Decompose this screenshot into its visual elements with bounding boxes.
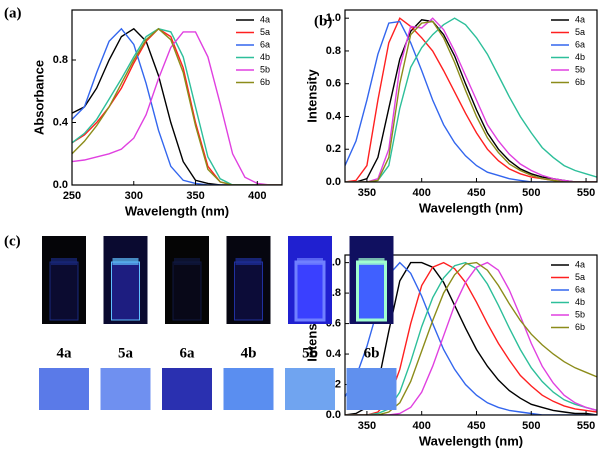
sample-label: 6a bbox=[180, 345, 196, 361]
sample-label: 4a bbox=[57, 345, 73, 361]
series-line bbox=[72, 28, 282, 185]
x-tick-label: 350 bbox=[358, 420, 376, 432]
y-tick-label: 0.2 bbox=[326, 143, 341, 155]
series-line bbox=[345, 20, 597, 182]
series-line bbox=[345, 17, 597, 182]
panel-label: (a) bbox=[4, 5, 22, 21]
vial-liquid bbox=[49, 261, 79, 321]
panel-label: (c) bbox=[4, 233, 21, 249]
x-tick-label: 350 bbox=[358, 187, 376, 199]
series-line bbox=[345, 261, 597, 415]
legend-label: 5a bbox=[260, 27, 270, 37]
series-line bbox=[72, 27, 282, 185]
legend-label: 5b bbox=[575, 64, 585, 74]
vial-meniscus bbox=[358, 258, 385, 265]
y-tick-label: 0.4 bbox=[326, 348, 342, 360]
series-line bbox=[345, 261, 597, 415]
series-line bbox=[72, 31, 282, 185]
y-axis-label: Absorbance bbox=[31, 60, 46, 135]
x-tick-label: 400 bbox=[413, 187, 431, 199]
sample-label: 5a bbox=[118, 345, 134, 361]
plot-frame bbox=[71, 9, 283, 186]
vial-liquid bbox=[234, 261, 263, 321]
vial-meniscus bbox=[235, 258, 262, 265]
legend-label: 6a bbox=[260, 39, 270, 49]
vial-meniscus bbox=[174, 258, 200, 265]
legend-label: 4b bbox=[575, 297, 585, 307]
legend-label: 6b bbox=[575, 322, 585, 332]
powder-photo bbox=[162, 368, 212, 410]
series-line bbox=[345, 17, 597, 182]
legend-label: 5a bbox=[575, 27, 585, 37]
series-line bbox=[345, 261, 597, 415]
panel-label: (b) bbox=[314, 13, 332, 29]
vial-liquid bbox=[294, 260, 326, 322]
x-tick-label: 250 bbox=[63, 190, 81, 202]
vial-liquid bbox=[111, 261, 140, 321]
powder-photo bbox=[39, 368, 89, 410]
legend-label: 5b bbox=[260, 64, 270, 74]
vial-liquid bbox=[356, 260, 387, 322]
series-line bbox=[345, 19, 597, 182]
x-tick-label: 450 bbox=[467, 420, 485, 432]
y-axis-label: Intensity bbox=[304, 69, 319, 123]
x-tick-label: 350 bbox=[186, 190, 204, 202]
vial-meniscus bbox=[51, 258, 77, 265]
series-line bbox=[345, 17, 597, 182]
x-axis-label: Wavelength (nm) bbox=[125, 203, 229, 218]
x-tick-label: 400 bbox=[248, 190, 266, 202]
x-tick-label: 550 bbox=[577, 420, 595, 432]
x-tick-label: 550 bbox=[577, 187, 595, 199]
powder-photo bbox=[223, 368, 274, 410]
sample-label: 6b bbox=[364, 345, 380, 361]
legend-label: 5b bbox=[575, 309, 585, 319]
powder-photo bbox=[285, 368, 335, 410]
vial-meniscus bbox=[112, 258, 139, 265]
y-tick-label: 0.4 bbox=[326, 110, 342, 122]
series-line bbox=[72, 27, 282, 185]
series-line bbox=[345, 20, 597, 182]
x-tick-label: 400 bbox=[413, 420, 431, 432]
powder-photo bbox=[346, 368, 397, 410]
legend-label: 4a bbox=[575, 259, 585, 269]
x-tick-label: 500 bbox=[522, 187, 540, 199]
x-axis-label: Wavelength (nm) bbox=[419, 433, 523, 448]
y-tick-label: 0.6 bbox=[326, 78, 341, 90]
y-tick-label: 1.0 bbox=[326, 12, 341, 24]
y-tick-label: 0.0 bbox=[53, 179, 68, 191]
legend-label: 6a bbox=[575, 39, 585, 49]
plot-frame bbox=[344, 254, 598, 416]
legend-label: 6b bbox=[575, 77, 585, 87]
y-tick-label: 0.4 bbox=[53, 116, 69, 128]
vial-meniscus bbox=[297, 258, 323, 265]
plot-frame bbox=[344, 9, 598, 183]
x-axis-label: Wavelength (nm) bbox=[419, 200, 523, 215]
y-tick-label: 0.8 bbox=[53, 54, 68, 66]
series-line bbox=[72, 27, 282, 185]
vial-liquid bbox=[172, 261, 202, 321]
powder-photo bbox=[100, 368, 151, 410]
legend-label: 6b bbox=[260, 77, 270, 87]
x-tick-label: 300 bbox=[125, 190, 143, 202]
y-tick-label: 0.0 bbox=[326, 176, 341, 188]
y-tick-label: 0.8 bbox=[326, 45, 341, 57]
sample-label: 4b bbox=[241, 345, 257, 361]
legend-label: 4a bbox=[575, 14, 585, 24]
series-line bbox=[72, 27, 282, 185]
legend-label: 4a bbox=[260, 14, 270, 24]
legend-label: 6a bbox=[575, 284, 585, 294]
legend-label: 5a bbox=[575, 272, 585, 282]
x-tick-label: 450 bbox=[467, 187, 485, 199]
legend-label: 4b bbox=[260, 52, 270, 62]
y-tick-label: 0.0 bbox=[326, 409, 341, 421]
x-tick-label: 500 bbox=[522, 420, 540, 432]
legend-label: 4b bbox=[575, 52, 585, 62]
sample-label: 5b bbox=[302, 345, 318, 361]
